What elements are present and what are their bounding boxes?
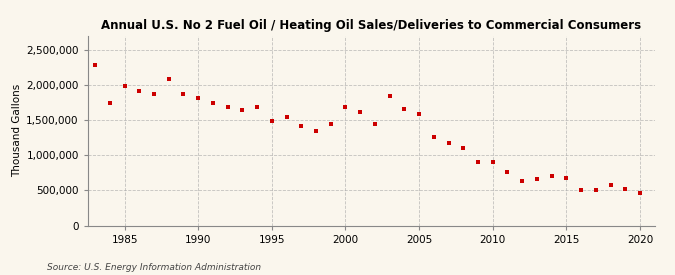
Point: [310, 129, 321, 134]
Point: [487, 160, 498, 164]
Point: [340, 105, 351, 110]
Y-axis label: Thousand Gallons: Thousand Gallons: [12, 84, 22, 177]
Point: [384, 94, 395, 98]
Point: [325, 121, 336, 126]
Point: [620, 187, 630, 191]
Point: [517, 179, 528, 183]
Point: [355, 109, 366, 114]
Point: [458, 146, 468, 150]
Point: [429, 135, 439, 139]
Point: [591, 188, 601, 192]
Point: [178, 92, 189, 96]
Point: [222, 105, 233, 110]
Point: [105, 101, 115, 105]
Title: Annual U.S. No 2 Fuel Oil / Heating Oil Sales/Deliveries to Commercial Consumers: Annual U.S. No 2 Fuel Oil / Heating Oil …: [101, 19, 641, 32]
Point: [399, 107, 410, 111]
Point: [237, 107, 248, 112]
Text: Source: U.S. Energy Information Administration: Source: U.S. Energy Information Administ…: [47, 263, 261, 272]
Point: [576, 188, 587, 192]
Point: [90, 63, 101, 67]
Point: [163, 76, 174, 81]
Point: [193, 95, 204, 100]
Point: [502, 170, 513, 174]
Point: [472, 160, 483, 164]
Point: [605, 183, 616, 188]
Point: [531, 177, 542, 181]
Point: [414, 112, 425, 117]
Point: [207, 101, 218, 105]
Point: [443, 140, 454, 145]
Point: [119, 84, 130, 89]
Point: [267, 119, 277, 123]
Point: [296, 123, 306, 128]
Point: [546, 174, 557, 178]
Point: [252, 105, 263, 110]
Point: [281, 114, 292, 119]
Point: [148, 92, 159, 96]
Point: [561, 176, 572, 181]
Point: [634, 191, 645, 195]
Point: [134, 89, 144, 94]
Point: [369, 122, 380, 127]
